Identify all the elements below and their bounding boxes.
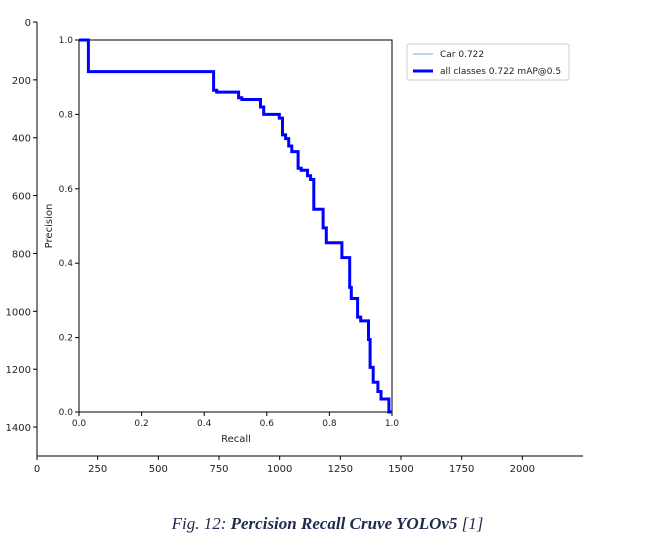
y-tick-label: 0.8 (59, 110, 74, 120)
outer-x-tick-label: 1000 (267, 464, 292, 475)
outer-x-tick-label: 2000 (510, 464, 535, 475)
x-tick-label: 0.0 (72, 419, 87, 429)
outer-y-tick-label: 0 (25, 18, 31, 29)
inner-y-ticks: 0.0 0.2 0.4 0.6 0.8 1.0 (59, 36, 79, 418)
y-tick-label: 0.0 (59, 408, 74, 418)
outer-x-tick-label: 1250 (328, 464, 353, 475)
plot-area (78, 39, 393, 413)
series-lines (79, 38, 392, 414)
caption-suffix: [1] (457, 514, 484, 533)
y-tick-label: 0.4 (59, 259, 74, 269)
outer-x-ticks: 0 250 500 750 1000 1250 1500 1750 2000 (34, 456, 535, 475)
legend-box (406, 43, 570, 81)
outer-x-tick-label: 750 (209, 464, 228, 475)
outer-x-tick-label: 1500 (388, 464, 413, 475)
outer-y-tick-label: 400 (12, 134, 31, 145)
figure-caption: Fig. 12: Percision Recall Cruve YOLOv5 [… (0, 514, 655, 534)
legend-label-all-classes: all classes 0.722 mAP@0.5 (440, 67, 561, 77)
outer-x-tick-label: 500 (149, 464, 168, 475)
outer-y-tick-label: 1400 (6, 423, 31, 434)
caption-title: Percision Recall Cruve YOLOv5 (230, 514, 458, 533)
outer-y-tick-label: 200 (12, 76, 31, 87)
x-tick-label: 0.2 (134, 419, 148, 429)
y-axis-label: Precision (44, 204, 55, 249)
y-tick-label: 0.2 (59, 334, 73, 344)
legend-label-car: Car 0.722 (440, 50, 484, 60)
x-tick-label: 0.8 (322, 419, 337, 429)
x-tick-label: 0.4 (197, 419, 212, 429)
y-tick-label: 0.6 (59, 185, 74, 195)
outer-x-tick-label: 0 (34, 464, 40, 475)
x-axis-label: Recall (221, 434, 251, 445)
outer-y-ticks: 0 200 400 600 800 1000 1200 1400 (6, 18, 37, 434)
outer-y-tick-label: 1200 (6, 365, 31, 376)
outer-y-tick-label: 800 (12, 249, 31, 260)
x-tick-label: 1.0 (385, 419, 400, 429)
outer-axes-frame (36, 22, 583, 457)
outer-x-tick-label: 250 (88, 464, 107, 475)
outer-y-tick-label: 1000 (6, 307, 31, 318)
outer-x-tick-label: 1750 (449, 464, 474, 475)
x-tick-label: 0.6 (260, 419, 275, 429)
caption-prefix: Fig. 12: (171, 514, 231, 533)
outer-y-tick-label: 600 (12, 192, 31, 203)
series-line-1 (79, 38, 392, 414)
y-tick-label: 1.0 (59, 36, 74, 46)
legend: Car 0.722 all classes 0.722 mAP@0.5 (406, 43, 570, 81)
inner-x-ticks: 0.0 0.2 0.4 0.6 0.8 1.0 (72, 412, 400, 429)
